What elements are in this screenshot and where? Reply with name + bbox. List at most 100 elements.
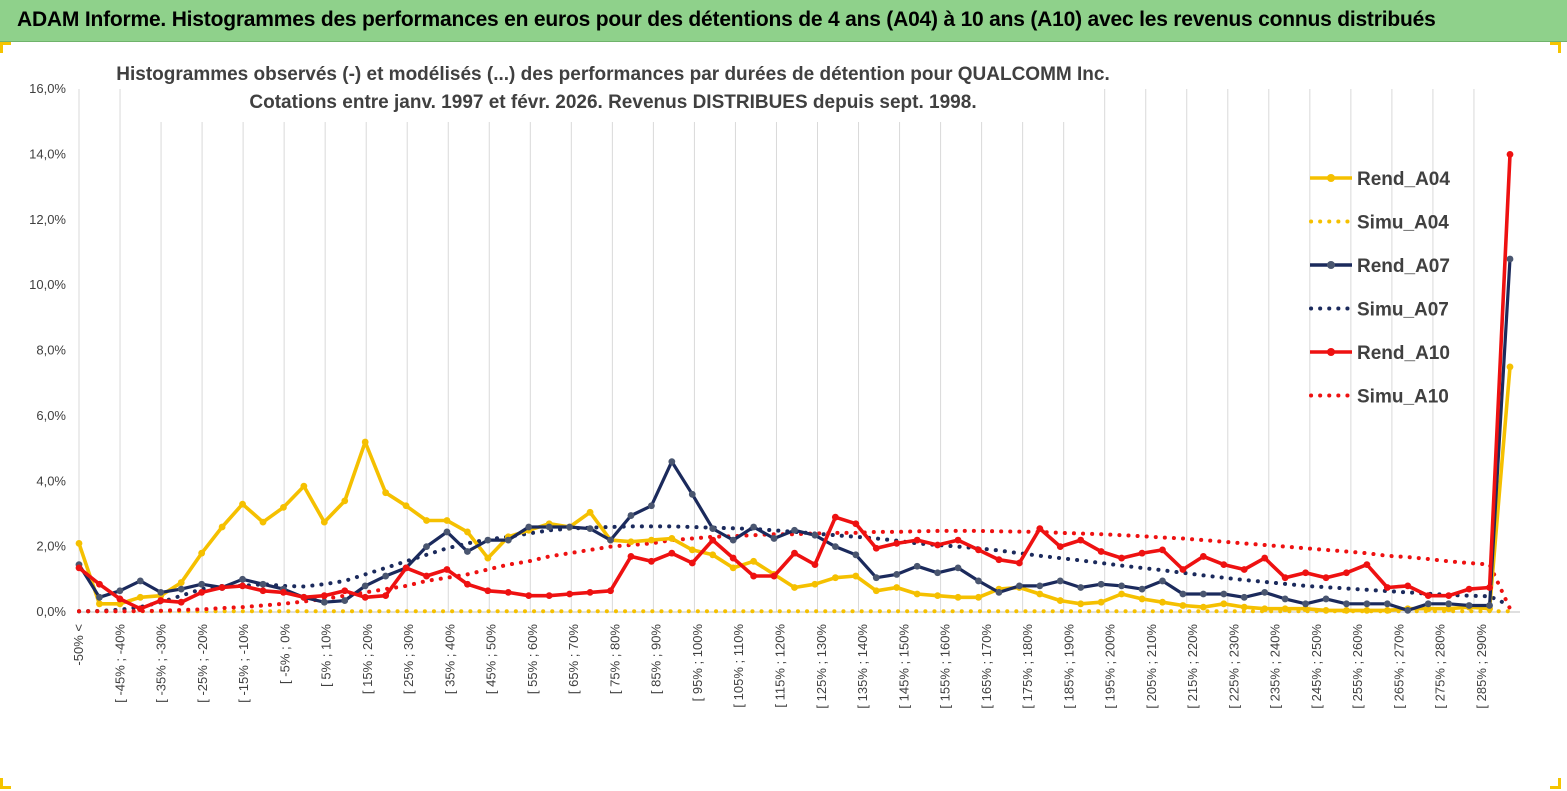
x-tick-label: [ 135% ; 140% bbox=[855, 624, 870, 709]
data-point bbox=[1036, 590, 1044, 598]
data-point bbox=[1077, 584, 1085, 591]
data-point bbox=[1281, 574, 1289, 582]
data-point bbox=[1486, 584, 1493, 591]
data-point bbox=[913, 562, 921, 570]
data-point bbox=[443, 566, 451, 573]
y-tick-label: 6,0% bbox=[36, 408, 66, 423]
legend-marker bbox=[1327, 348, 1335, 356]
data-point bbox=[1015, 559, 1023, 567]
data-point bbox=[464, 528, 471, 536]
data-point bbox=[1056, 543, 1064, 551]
x-tick-label: [ 5% ; 10% bbox=[319, 624, 334, 687]
data-point bbox=[1343, 600, 1350, 608]
frame-corner bbox=[0, 42, 11, 53]
data-point bbox=[1220, 561, 1228, 569]
data-point bbox=[1056, 577, 1064, 585]
data-point bbox=[75, 564, 83, 572]
data-point bbox=[1281, 605, 1289, 613]
data-point bbox=[913, 536, 921, 544]
data-point bbox=[791, 526, 798, 534]
data-point bbox=[198, 549, 206, 557]
y-tick-label: 2,0% bbox=[36, 539, 66, 554]
data-point bbox=[96, 580, 103, 588]
report-banner: ADAM Informe. Histogrammes des performan… bbox=[0, 0, 1567, 42]
data-point bbox=[1118, 590, 1125, 598]
data-point bbox=[1261, 588, 1269, 596]
y-tick-label: 12,0% bbox=[29, 212, 66, 227]
x-tick-label: [ 195% ; 200% bbox=[1103, 624, 1118, 709]
data-point bbox=[648, 536, 655, 544]
data-point bbox=[831, 574, 839, 582]
data-point bbox=[218, 523, 226, 531]
legend-label: Simu_A07 bbox=[1357, 300, 1449, 321]
data-point bbox=[1363, 561, 1371, 569]
data-point bbox=[893, 539, 901, 547]
chart-legend: Rend_A04 Simu_A04 Rend_A07 Simu_A07 Rend_A10… bbox=[1309, 169, 1450, 408]
data-point bbox=[259, 518, 267, 526]
data-point bbox=[320, 598, 328, 606]
data-point bbox=[239, 500, 246, 508]
data-point bbox=[1097, 580, 1105, 588]
data-point bbox=[423, 543, 430, 551]
data-point bbox=[729, 554, 737, 562]
data-point bbox=[136, 593, 144, 601]
data-point bbox=[320, 592, 328, 600]
data-point bbox=[831, 543, 839, 551]
legend-marker bbox=[1327, 261, 1335, 269]
data-point bbox=[239, 582, 246, 590]
data-point bbox=[75, 539, 83, 547]
data-point bbox=[709, 551, 717, 559]
data-point bbox=[484, 536, 492, 544]
legend-label: Simu_A10 bbox=[1357, 387, 1449, 408]
data-point bbox=[1240, 603, 1248, 611]
legend-label: Rend_A04 bbox=[1357, 169, 1450, 190]
data-point bbox=[1322, 606, 1330, 614]
data-point bbox=[525, 592, 533, 600]
data-point bbox=[688, 546, 696, 554]
data-point bbox=[1445, 592, 1453, 600]
x-tick-label: [ 85% ; 90% bbox=[649, 624, 664, 695]
x-tick-label: [ 285% ; 290% bbox=[1474, 624, 1489, 709]
data-point bbox=[995, 556, 1003, 564]
data-point bbox=[525, 523, 533, 531]
data-point bbox=[1424, 605, 1432, 613]
data-point bbox=[1179, 566, 1187, 573]
data-point bbox=[934, 592, 941, 600]
data-point bbox=[586, 508, 594, 516]
data-point bbox=[1036, 525, 1044, 533]
x-tick-label: [ 235% ; 240% bbox=[1268, 624, 1283, 709]
x-tick-label: [ 115% ; 120% bbox=[773, 624, 788, 708]
data-point bbox=[688, 559, 696, 567]
x-tick-label: [ 245% ; 250% bbox=[1309, 624, 1324, 709]
data-point bbox=[872, 587, 880, 595]
x-tick-label: [ 185% ; 190% bbox=[1061, 624, 1076, 709]
data-point bbox=[136, 577, 144, 585]
data-point bbox=[382, 489, 390, 497]
data-point bbox=[300, 482, 308, 490]
data-point bbox=[259, 580, 267, 588]
x-tick-label: [ 145% ; 150% bbox=[896, 624, 911, 709]
data-point bbox=[1199, 603, 1207, 611]
data-point bbox=[954, 593, 962, 601]
y-tick-label: 14,0% bbox=[29, 146, 66, 161]
data-point bbox=[280, 504, 287, 511]
x-tick-label: [ 215% ; 220% bbox=[1185, 624, 1200, 709]
data-point bbox=[1159, 546, 1166, 554]
data-point bbox=[975, 593, 982, 601]
data-point bbox=[1138, 549, 1146, 557]
data-point bbox=[729, 564, 737, 572]
y-tick-label: 8,0% bbox=[36, 343, 66, 358]
x-tick-label: [ 65% ; 70% bbox=[566, 624, 581, 695]
data-point bbox=[1015, 582, 1023, 590]
data-point bbox=[1118, 582, 1125, 590]
data-point bbox=[770, 572, 778, 580]
data-point bbox=[198, 588, 206, 596]
data-point bbox=[750, 523, 758, 531]
chart-subtitle: Cotations entre janv. 1997 et févr. 2026… bbox=[249, 92, 976, 113]
legend-item-simu_a07: Simu_A07 bbox=[1309, 300, 1449, 321]
data-point bbox=[831, 513, 839, 521]
frame-corner bbox=[1550, 42, 1561, 53]
data-point bbox=[1261, 605, 1269, 613]
data-point bbox=[566, 590, 574, 598]
data-point bbox=[688, 490, 696, 498]
